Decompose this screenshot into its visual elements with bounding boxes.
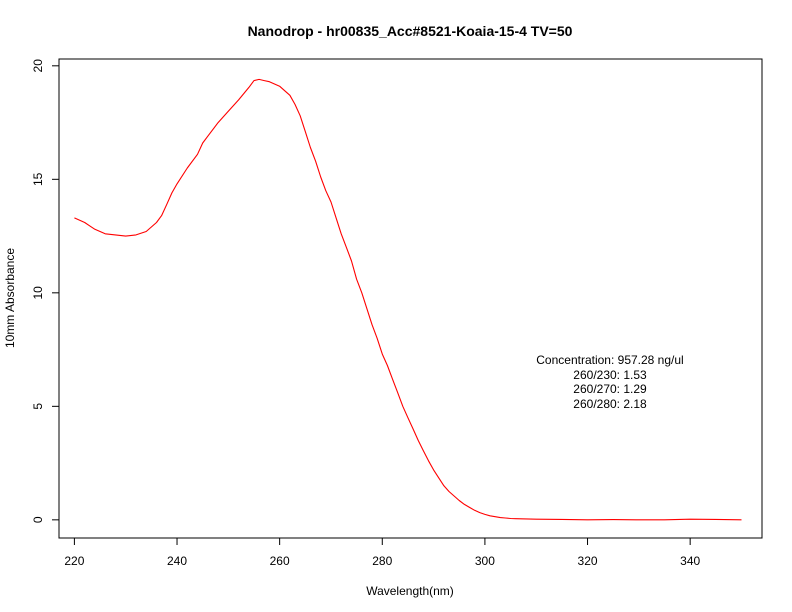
x-tick-label: 260 — [270, 554, 290, 568]
x-tick-label: 320 — [578, 554, 598, 568]
x-tick-label: 220 — [64, 554, 84, 568]
x-axis: 220 240 260 280 300 320 340 — [64, 537, 700, 568]
y-tick-label: 5 — [31, 403, 45, 410]
x-tick-label: 240 — [167, 554, 187, 568]
series-line-absorbance — [74, 78, 742, 521]
x-tick-label: 280 — [372, 554, 392, 568]
y-axis: 0 5 10 15 20 — [31, 59, 60, 523]
y-tick-label: 10 — [31, 286, 45, 300]
annotation-concentration: Concentration: 957.28 ng/ul — [536, 353, 683, 367]
annotation-ratio-260-280: 260/280: 2.18 — [573, 397, 647, 411]
x-tick-label: 340 — [680, 554, 700, 568]
plot-box — [58, 58, 763, 539]
x-axis-label: Wavelength(nm) — [366, 584, 454, 598]
y-tick-label: 20 — [31, 59, 45, 73]
annotation-ratio-260-270: 260/270: 1.29 — [573, 382, 647, 396]
annotation-ratio-260-230: 260/230: 1.53 — [573, 368, 647, 382]
y-axis-label: 10mm Absorbance — [3, 248, 17, 348]
chart-title: Nanodrop - hr00835_Acc#8521-Koaia-15-4 T… — [248, 23, 573, 39]
x-tick-label: 300 — [475, 554, 495, 568]
stats-annotation: Concentration: 957.28 ng/ul 260/230: 1.5… — [536, 353, 683, 411]
y-tick-label: 0 — [31, 516, 45, 523]
series-layer — [74, 78, 742, 521]
y-tick-label: 15 — [31, 172, 45, 186]
